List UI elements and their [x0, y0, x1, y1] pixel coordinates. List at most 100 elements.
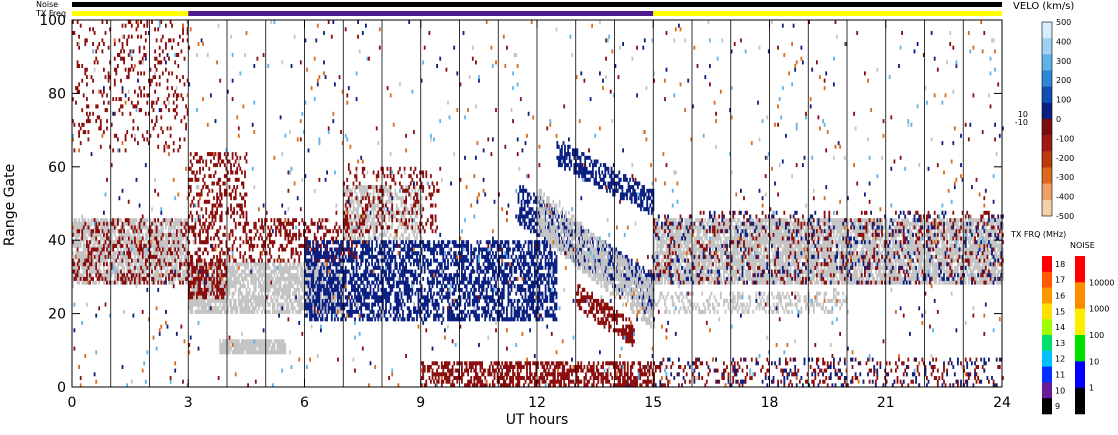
data-cell — [430, 203, 432, 208]
data-cell — [241, 181, 243, 186]
data-cell — [419, 232, 421, 237]
data-cell — [121, 276, 124, 281]
data-cell — [236, 276, 239, 281]
data-cell — [377, 236, 380, 241]
data-cell — [244, 251, 246, 256]
data-cell — [186, 31, 189, 35]
data-cell — [171, 254, 173, 259]
data-cell — [369, 254, 372, 259]
data-cell — [366, 247, 369, 252]
data-cell — [210, 236, 212, 241]
data-cell — [78, 130, 80, 135]
data-cell — [134, 280, 136, 285]
data-cell — [399, 236, 401, 241]
data-cell — [366, 317, 369, 322]
data-cell — [368, 240, 370, 245]
data-cell — [281, 295, 284, 300]
data-cell — [210, 258, 212, 263]
data-cell — [321, 265, 324, 270]
data-cell — [344, 254, 347, 259]
data-cell — [103, 254, 105, 259]
data-cell — [208, 188, 211, 193]
data-cell — [358, 317, 361, 322]
data-cell — [430, 196, 432, 201]
data-cell — [413, 199, 415, 204]
data-cell — [202, 185, 204, 190]
data-cell — [137, 258, 139, 263]
data-cell — [177, 236, 180, 241]
data-cell — [371, 243, 373, 248]
data-cell — [171, 86, 173, 91]
data-cell — [340, 265, 342, 270]
data-cell — [171, 273, 173, 278]
data-cell — [211, 265, 214, 270]
data-cell — [84, 229, 87, 234]
data-cell — [138, 236, 141, 241]
data-cell — [219, 265, 222, 270]
data-cell — [335, 313, 338, 318]
data-cell — [140, 60, 142, 65]
data-cell — [89, 232, 91, 237]
data-cell — [79, 273, 82, 278]
data-cell — [160, 229, 163, 234]
data-cell — [78, 133, 80, 138]
data-cell — [146, 280, 149, 285]
data-cell — [228, 159, 231, 164]
data-cell — [270, 298, 273, 303]
data-cell — [278, 280, 280, 285]
data-cell — [382, 298, 384, 303]
data-cell — [107, 221, 110, 226]
data-cell — [99, 218, 102, 223]
data-cell — [242, 298, 245, 303]
data-cell — [203, 225, 206, 230]
data-cell — [366, 196, 369, 201]
data-cell — [273, 262, 276, 267]
data-cell — [409, 225, 412, 230]
data-cell — [208, 302, 211, 307]
data-cell — [234, 177, 237, 182]
data-cell — [98, 273, 101, 278]
data-cell — [163, 148, 166, 153]
data-cell — [179, 273, 181, 278]
data-cell — [72, 119, 74, 124]
data-cell — [166, 243, 169, 248]
data-cell — [281, 309, 284, 314]
data-cell — [326, 258, 328, 263]
data-cell — [89, 221, 91, 226]
data-cell — [148, 229, 150, 234]
data-cell — [261, 295, 263, 300]
data-cell — [383, 287, 386, 292]
data-cell — [106, 221, 108, 226]
data-cell — [409, 174, 412, 179]
data-cell — [402, 199, 404, 204]
data-cell — [233, 258, 235, 263]
data-cell — [107, 243, 110, 248]
data-cell — [222, 262, 225, 267]
data-cell — [248, 306, 251, 311]
data-cell — [152, 100, 155, 105]
data-cell — [374, 221, 377, 226]
data-cell — [95, 258, 98, 263]
data-cell — [199, 159, 201, 164]
data-cell — [169, 20, 172, 24]
data-cell — [129, 236, 132, 241]
data-cell — [369, 291, 372, 296]
data-cell — [144, 38, 147, 43]
data-cell — [168, 247, 170, 252]
data-cell — [343, 218, 346, 223]
data-cell — [211, 284, 214, 289]
data-cell — [341, 298, 344, 303]
data-cell — [172, 225, 175, 230]
data-cell — [419, 229, 421, 234]
data-cell — [81, 265, 84, 270]
data-cell — [118, 269, 121, 274]
data-cell — [95, 56, 98, 61]
data-cell — [385, 221, 387, 226]
data-cell — [329, 295, 332, 300]
data-cell — [208, 199, 211, 204]
data-cell — [371, 251, 373, 256]
data-cell — [310, 276, 313, 281]
data-cell — [326, 251, 328, 256]
data-cell — [75, 232, 77, 237]
data-cell — [155, 100, 158, 105]
